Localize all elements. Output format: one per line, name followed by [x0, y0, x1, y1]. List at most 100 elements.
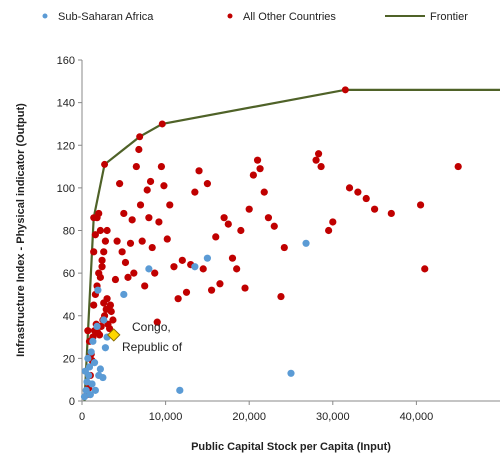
- x-tick-label: 0: [79, 411, 85, 423]
- x-tick-label: 10,000: [149, 411, 183, 423]
- other-country-point: [280, 243, 288, 252]
- other-country-point: [270, 222, 278, 230]
- other-country-point: [135, 145, 143, 154]
- other-country-point: [151, 269, 159, 277]
- other-country-point: [109, 316, 117, 324]
- highlight-diamond: [107, 328, 121, 342]
- other-country-point: [105, 324, 114, 333]
- x-tick-label: 30,000: [316, 411, 350, 423]
- other-country-point: [155, 218, 163, 226]
- other-country-point: [121, 258, 130, 267]
- other-country-point: [245, 205, 253, 213]
- other-country-point: [228, 254, 237, 262]
- ssa-point: [81, 367, 89, 375]
- other-country-point: [103, 295, 111, 303]
- ssa-point: [100, 316, 108, 324]
- legend-marker-other: [227, 13, 233, 19]
- other-country-point: [241, 284, 249, 292]
- other-country-point: [113, 237, 121, 245]
- other-country-point: [195, 167, 203, 175]
- other-country-point: [96, 273, 104, 281]
- ssa-point: [93, 322, 101, 331]
- legend-marker-ssa: [42, 13, 48, 19]
- y-tick-label: 120: [57, 140, 75, 152]
- other-country-point: [84, 327, 92, 335]
- other-country-point: [325, 226, 333, 235]
- y-tick-label: 0: [69, 396, 75, 408]
- other-country-point: [95, 209, 103, 218]
- other-country-point: [277, 292, 285, 301]
- other-country-point: [387, 209, 395, 218]
- other-country-point: [371, 205, 379, 213]
- other-country-point: [153, 318, 161, 326]
- other-country-point: [212, 233, 220, 241]
- other-country-point: [111, 275, 120, 284]
- other-country-point: [203, 180, 211, 188]
- other-country-point: [141, 282, 149, 290]
- frontier-point: [341, 86, 349, 94]
- other-country-point: [148, 243, 156, 252]
- ssa-point: [89, 337, 97, 345]
- other-country-point: [128, 216, 136, 224]
- other-country-point: [91, 231, 99, 239]
- other-country-point: [90, 301, 98, 309]
- other-country-point: [260, 188, 268, 196]
- other-country-point: [174, 295, 182, 303]
- other-country-point: [345, 184, 354, 192]
- other-country-point: [145, 214, 153, 222]
- other-country-point: [103, 226, 111, 235]
- ssa-point: [120, 290, 128, 299]
- other-country-point: [216, 280, 224, 288]
- other-countries-series: [83, 145, 462, 399]
- ssa-point: [91, 386, 99, 394]
- other-country-point: [182, 288, 191, 296]
- other-country-point: [136, 201, 145, 209]
- ssa-point: [96, 365, 104, 373]
- other-country-point: [224, 220, 232, 228]
- other-country-point: [170, 263, 178, 271]
- ssa-point: [145, 265, 153, 273]
- ssa-point: [287, 369, 295, 377]
- other-country-point: [314, 150, 323, 158]
- other-country-point: [220, 214, 228, 222]
- y-tick-label: 80: [63, 226, 75, 238]
- y-tick-label: 160: [57, 55, 75, 67]
- other-country-point: [107, 307, 115, 316]
- ssa-point: [203, 254, 211, 262]
- ssa-point: [94, 286, 102, 294]
- other-country-point: [166, 201, 174, 209]
- other-country-point: [207, 286, 216, 294]
- ssa-point: [83, 378, 91, 386]
- other-country-point: [416, 201, 425, 209]
- x-axis-title: Public Capital Stock per Capita (Input): [191, 441, 391, 453]
- other-country-point: [132, 162, 140, 171]
- other-country-point: [124, 273, 132, 281]
- y-tick-label: 40: [63, 311, 75, 323]
- other-country-point: [157, 162, 166, 171]
- other-country-point: [96, 226, 104, 235]
- x-tick-label: 40,000: [400, 411, 434, 423]
- other-country-point: [362, 194, 370, 203]
- legend-label-frontier: Frontier: [430, 11, 468, 23]
- other-country-point: [191, 188, 199, 196]
- y-tick-label: 100: [57, 183, 75, 195]
- other-country-point: [249, 171, 257, 179]
- legend-label-ssa: Sub-Saharan Africa: [58, 11, 154, 23]
- other-country-point: [126, 239, 135, 247]
- ssa-point: [84, 354, 92, 362]
- x-axis-ticks: 0 10,000 20,000 30,000 40,000: [79, 401, 433, 423]
- other-country-point: [178, 256, 186, 264]
- ssa-point: [90, 359, 99, 367]
- other-country-point: [329, 218, 337, 226]
- other-country-point: [253, 156, 262, 164]
- x-tick-label: 20,000: [232, 411, 266, 423]
- y-tick-label: 20: [63, 353, 75, 365]
- ssa-point: [80, 393, 89, 401]
- ssa-point: [101, 344, 110, 352]
- legend-label-other: All Other Countries: [243, 11, 336, 23]
- other-country-point: [138, 237, 146, 245]
- frontier-point: [136, 133, 144, 141]
- other-country-point: [163, 235, 171, 243]
- frontier-point: [158, 120, 166, 128]
- y-tick-label: 60: [63, 268, 75, 280]
